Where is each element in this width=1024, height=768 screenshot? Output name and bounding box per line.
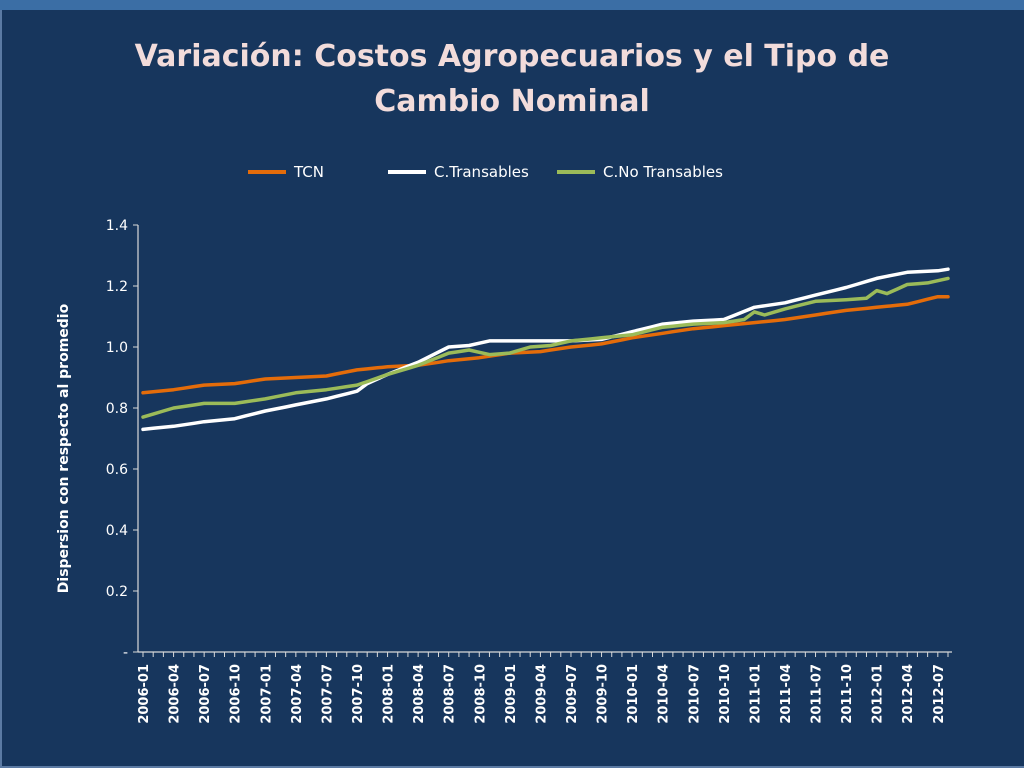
slide-top-bar: [0, 0, 1024, 10]
y-tick-label: 0.2: [106, 584, 128, 600]
y-tick-label: 0.8: [106, 401, 128, 417]
x-tick-label: 2010-01: [626, 664, 641, 724]
x-tick-label: 2006-01: [137, 664, 152, 724]
x-tick-label: 2007-07: [320, 664, 335, 724]
x-tick-label: 2009-07: [565, 664, 580, 724]
x-tick-label: 2009-01: [504, 664, 519, 724]
x-tick-label: 2012-07: [932, 664, 947, 724]
x-tick-label: 2007-10: [351, 664, 366, 724]
series-line-tcn: [141, 294, 950, 395]
x-tick-label: 2008-01: [382, 664, 397, 724]
chart-title-line-1: Variación: Costos Agropecuarios y el Tip…: [134, 39, 890, 74]
legend-label: C.Transables: [434, 163, 529, 181]
x-tick-label: 2010-04: [657, 664, 672, 724]
x-tick-label: 2012-04: [901, 664, 916, 724]
legend-label: TCN: [293, 163, 324, 181]
y-axis-title: Dispersion con respecto al promedio: [56, 303, 72, 593]
x-tick-label: 2011-01: [748, 664, 763, 724]
x-tick-label: 2008-04: [412, 664, 427, 724]
x-tick-label: 2008-07: [443, 664, 458, 724]
chart-title-line-2: Cambio Nominal: [374, 84, 650, 119]
x-tick-label: 2009-04: [534, 664, 549, 724]
slide-border: [0, 10, 1024, 768]
x-tick-label: 2011-10: [840, 664, 855, 724]
x-tick-label: 2006-04: [168, 664, 183, 724]
series-line-c-no-transables: [141, 276, 950, 419]
y-tick-label: 1.4: [106, 218, 128, 234]
x-tick-label: 2006-07: [198, 664, 213, 724]
legend-label: C.No Transables: [603, 163, 723, 181]
y-tick-label: 0.4: [106, 523, 128, 539]
x-tick-label: 2011-04: [779, 664, 794, 724]
x-tick-label: 2008-10: [473, 664, 488, 724]
x-tick-label: 2012-01: [871, 664, 886, 724]
series-line-c-transables: [141, 267, 950, 432]
x-tick-label: 2010-07: [687, 664, 702, 724]
x-tick-label: 2007-04: [290, 664, 305, 724]
x-tick-label: 2011-07: [810, 664, 825, 724]
chart-title: Variación: Costos Agropecuarios y el Tip…: [60, 34, 964, 124]
y-tick-label: 1.0: [106, 340, 128, 356]
y-tick-label: 0.6: [106, 462, 128, 478]
x-tick-label: 2009-10: [596, 664, 611, 724]
x-tick-label: 2010-10: [718, 664, 733, 724]
y-tick-label: 1.2: [106, 279, 128, 295]
x-tick-label: 2007-01: [259, 664, 274, 724]
y-tick-label: -: [123, 645, 128, 661]
x-tick-label: 2006-10: [229, 664, 244, 724]
